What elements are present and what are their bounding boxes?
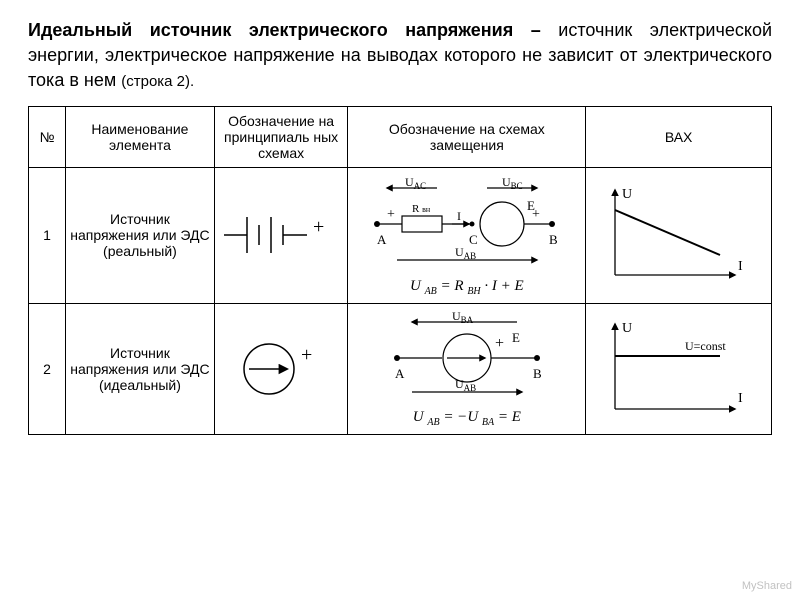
row1-formula: U AB = R ВН · I + E (410, 278, 524, 297)
intro-bold: Идеальный источник электрического напряж… (28, 20, 541, 40)
svg-text:R вн: R вн (412, 203, 431, 215)
svg-text:+: + (495, 335, 504, 352)
vax-real-chart-icon: U I (590, 180, 750, 290)
row2-vax-cell: U I U=const (586, 303, 772, 434)
row2-formula: U AB = −U BA = E (413, 409, 521, 428)
svg-text:E: E (512, 330, 520, 345)
svg-text:B: B (533, 366, 542, 381)
ideal-source-schematic-icon: UBA + E A B UAB (357, 310, 577, 405)
svg-text:I: I (457, 209, 461, 223)
svg-text:UBA: UBA (452, 310, 474, 325)
ideal-source-symbol-icon: + (219, 329, 329, 409)
header-symbol: Обозначение на принципиаль ных схемах (214, 106, 348, 167)
svg-text:A: A (395, 366, 405, 381)
svg-text:E: E (527, 198, 535, 213)
row1-vax-cell: U I (586, 167, 772, 303)
row2-substitution-cell: UBA + E A B UAB U AB = −U BA = E (348, 303, 586, 434)
svg-text:+: + (301, 344, 312, 366)
row1-substitution-cell: UAC UBC + + R вн I E A C B UAB U AB = R … (348, 167, 586, 303)
intro-small: (строка 2). (121, 73, 194, 90)
svg-text:UAC: UAC (405, 175, 426, 191)
svg-text:C: C (469, 232, 478, 247)
svg-text:B: B (549, 232, 558, 247)
intro-paragraph: Идеальный источник электрического напряж… (28, 18, 772, 94)
header-vax: ВАХ (586, 106, 772, 167)
table-row: 2 Источник напряжения или ЭДС (идеальный… (29, 303, 772, 434)
row2-symbol-cell: + (214, 303, 348, 434)
svg-text:UBC: UBC (502, 175, 523, 191)
svg-text:I: I (738, 391, 743, 406)
svg-text:I: I (738, 259, 743, 274)
real-source-schematic-icon: UAC UBC + + R вн I E A C B UAB (357, 174, 577, 274)
svg-text:U=const: U=const (685, 339, 726, 353)
battery-symbol-icon: + (219, 195, 329, 275)
row1-symbol-cell: + (214, 167, 348, 303)
table-header-row: № Наименование элемента Обозначение на п… (29, 106, 772, 167)
watermark: MyShared (742, 580, 792, 592)
svg-text:+: + (387, 207, 395, 222)
row2-name: Источник напряжения или ЭДС (идеальный) (66, 303, 215, 434)
svg-text:UAB: UAB (455, 245, 476, 261)
svg-text:U: U (622, 321, 632, 336)
row1-name: Источник напряжения или ЭДС (реальный) (66, 167, 215, 303)
svg-text:UAB: UAB (455, 377, 476, 393)
header-name: Наименование элемента (66, 106, 215, 167)
header-num: № (29, 106, 66, 167)
row1-num: 1 (29, 167, 66, 303)
svg-text:+: + (313, 216, 324, 238)
table-row: 1 Источник напряжения или ЭДС (реальный)… (29, 167, 772, 303)
vax-ideal-chart-icon: U I U=const (590, 314, 750, 424)
header-substitution: Обозначение на схемах замещения (348, 106, 586, 167)
row2-num: 2 (29, 303, 66, 434)
svg-text:A: A (377, 232, 387, 247)
elements-table: № Наименование элемента Обозначение на п… (28, 106, 772, 435)
svg-text:U: U (622, 187, 632, 202)
